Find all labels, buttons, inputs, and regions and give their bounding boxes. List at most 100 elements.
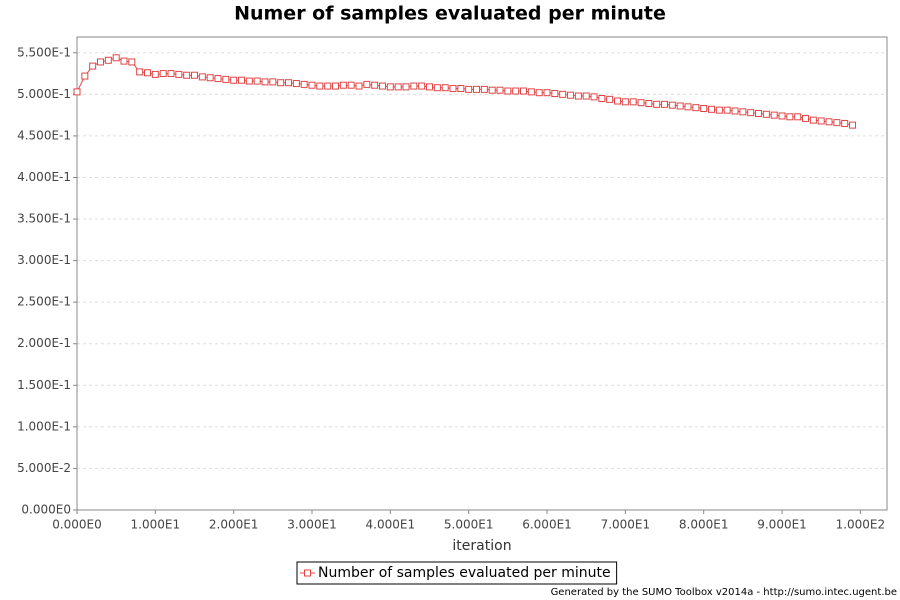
point-marker — [700, 104, 708, 112]
point-marker — [802, 114, 810, 122]
x-tick-label: 3.000E1 — [287, 518, 337, 532]
point-marker — [73, 88, 81, 96]
point-marker — [300, 80, 308, 88]
point-marker — [543, 89, 551, 97]
point-marker — [755, 109, 763, 117]
point-marker — [841, 119, 849, 127]
point-marker — [598, 95, 606, 103]
point-marker — [151, 70, 159, 78]
point-marker — [214, 75, 222, 83]
y-tick-label: 5.000E-2 — [17, 461, 71, 475]
series-line — [76, 57, 853, 126]
point-marker — [426, 83, 434, 91]
point-marker — [794, 113, 802, 121]
point-marker — [574, 92, 582, 100]
point-marker — [520, 87, 528, 95]
x-tick-label: 6.000E1 — [522, 518, 572, 532]
legend-marker — [304, 569, 311, 577]
point-marker — [621, 98, 629, 106]
point-marker — [496, 86, 504, 94]
point-marker — [136, 68, 144, 76]
point-marker — [512, 87, 520, 95]
point-marker — [292, 80, 300, 88]
footer: Generated by the SUMO Toolbox v2014a - h… — [551, 587, 897, 598]
legend: Number of samples evaluated per minute — [296, 561, 618, 585]
point-marker — [551, 90, 559, 98]
point-marker — [308, 81, 316, 89]
point-marker — [112, 54, 120, 62]
point-marker — [339, 81, 347, 89]
point-marker — [449, 85, 457, 93]
y-tick-label: 2.500E-1 — [17, 295, 71, 309]
point-marker — [206, 74, 214, 82]
point-marker — [715, 106, 723, 114]
point-marker — [316, 82, 324, 90]
point-marker — [786, 113, 794, 121]
y-tick-label: 5.500E-1 — [17, 45, 71, 59]
point-marker — [386, 83, 394, 91]
point-marker — [661, 100, 669, 108]
point-marker — [191, 71, 199, 79]
point-marker — [645, 100, 653, 108]
point-marker — [527, 88, 535, 96]
legend-label: Number of samples evaluated per minute — [318, 565, 611, 581]
point-marker — [441, 84, 449, 92]
y-tick-label: 1.500E-1 — [17, 378, 71, 392]
point-marker — [363, 80, 371, 88]
point-marker — [159, 70, 167, 78]
x-tick-label: 5.000E1 — [444, 518, 494, 532]
point-marker — [245, 77, 253, 85]
y-tick-label: 3.000E-1 — [17, 253, 71, 267]
point-marker — [222, 75, 230, 83]
y-tick-label: 0.000E0 — [21, 503, 71, 517]
point-marker — [285, 79, 293, 87]
point-marker — [637, 99, 645, 107]
x-tick-label: 0.000E0 — [52, 518, 102, 532]
point-marker — [833, 119, 841, 127]
point-marker — [559, 90, 567, 98]
point-marker — [324, 82, 332, 90]
point-marker — [778, 112, 786, 120]
point-marker — [629, 98, 637, 106]
point-marker — [692, 104, 700, 112]
point-marker — [731, 107, 739, 115]
point-marker — [825, 118, 833, 126]
point-marker — [379, 82, 387, 90]
y-tick-label: 4.500E-1 — [17, 128, 71, 142]
x-tick-label: 2.000E1 — [209, 518, 259, 532]
y-tick-label: 5.000E-1 — [17, 87, 71, 101]
point-marker — [238, 76, 246, 84]
point-marker — [167, 70, 175, 78]
x-axis-label: iteration — [452, 538, 511, 554]
point-marker — [128, 58, 136, 66]
point-marker — [269, 78, 277, 86]
x-tick-label: 4.000E1 — [366, 518, 416, 532]
point-marker — [480, 85, 488, 93]
y-tick-label: 2.000E-1 — [17, 336, 71, 350]
point-marker — [261, 78, 269, 86]
point-marker — [81, 72, 89, 80]
point-marker — [684, 103, 692, 111]
legend-box — [296, 561, 618, 585]
x-tick-label: 8.000E1 — [679, 518, 729, 532]
point-marker — [762, 110, 770, 118]
point-marker — [708, 105, 716, 113]
point-marker — [535, 89, 543, 97]
point-marker — [198, 73, 206, 81]
point-marker — [433, 84, 441, 92]
point-marker — [253, 77, 261, 85]
point-marker — [739, 108, 747, 116]
point-marker — [668, 101, 676, 109]
point-marker — [582, 92, 590, 100]
point-marker — [97, 58, 105, 66]
point-marker — [606, 95, 614, 103]
point-marker — [614, 97, 622, 105]
point-marker — [676, 102, 684, 110]
point-marker — [590, 93, 598, 101]
point-marker — [809, 116, 817, 124]
point-marker — [355, 82, 363, 90]
point-marker — [504, 87, 512, 95]
point-marker — [230, 76, 238, 84]
point-marker — [488, 86, 496, 94]
